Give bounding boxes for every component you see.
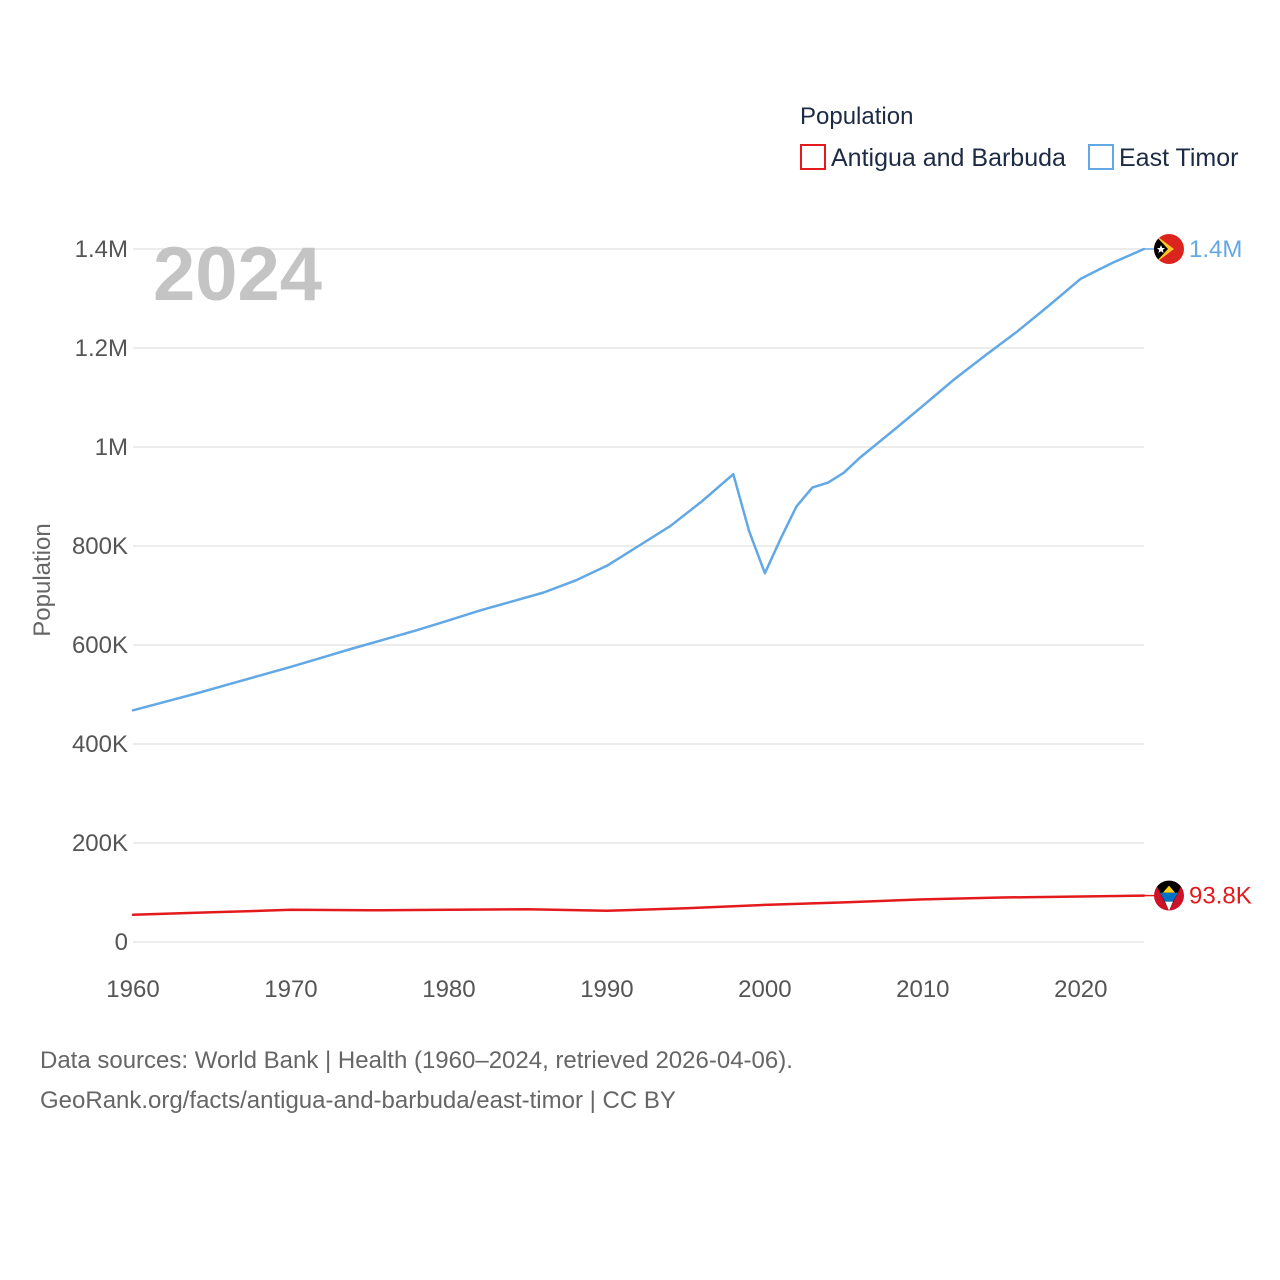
grid-lines <box>133 248 1144 943</box>
x-tick-label: 1980 <box>422 976 475 1003</box>
y-tick-label: 200K <box>72 830 128 857</box>
source-note-line1: Data sources: World Bank | Health (1960–… <box>40 1047 793 1074</box>
x-tick-label: 2020 <box>1054 976 1107 1003</box>
east-timor-flag-icon <box>1154 234 1184 264</box>
series-lines <box>131 247 1155 917</box>
x-tick-label: 1960 <box>106 976 159 1003</box>
x-tick-label: 2000 <box>738 976 791 1003</box>
y-tick-label: 400K <box>72 731 128 758</box>
legend-label-antigua-and-barbuda: Antigua and Barbuda <box>831 144 1066 172</box>
antigua-flag-icon <box>1154 880 1184 911</box>
legend-swatch-antigua-and-barbuda <box>800 144 826 170</box>
y-axis-ticks: 0 200K 400K 600K 800K 1M 1.2M 1.4M <box>72 236 128 956</box>
y-tick-label: 600K <box>72 632 128 659</box>
legend-item-east-timor[interactable]: East Timor <box>1088 144 1238 172</box>
source-note-line2[interactable]: GeoRank.org/facts/antigua-and-barbuda/ea… <box>40 1087 676 1114</box>
series-line-east-timor[interactable] <box>131 247 1146 712</box>
y-tick-label: 1M <box>95 434 128 461</box>
legend: Population Antigua and Barbuda East Timo… <box>800 103 1238 172</box>
series-line-antigua-and-barbuda[interactable] <box>131 894 1146 917</box>
y-tick-label: 800K <box>72 533 128 560</box>
y-tick-label: 0 <box>115 929 128 956</box>
y-axis-title: Population <box>29 523 56 636</box>
legend-title: Population <box>800 103 913 130</box>
x-axis-ticks: 1960 1970 1980 1990 2000 2010 2020 <box>106 976 1107 1003</box>
y-tick-label: 1.2M <box>75 335 128 362</box>
y-tick-label: 1.4M <box>75 236 128 263</box>
end-value-label-east-timor: 1.4M <box>1189 236 1242 263</box>
current-year-label: 2024 <box>153 232 322 317</box>
legend-label-east-timor: East Timor <box>1119 144 1238 172</box>
legend-swatch-east-timor <box>1088 144 1114 170</box>
end-value-label-antigua-and-barbuda: 93.8K <box>1189 883 1252 910</box>
x-tick-label: 1970 <box>264 976 317 1003</box>
x-tick-label: 2010 <box>896 976 949 1003</box>
x-tick-label: 1990 <box>580 976 633 1003</box>
legend-item-antigua-and-barbuda[interactable]: Antigua and Barbuda <box>800 144 1066 172</box>
